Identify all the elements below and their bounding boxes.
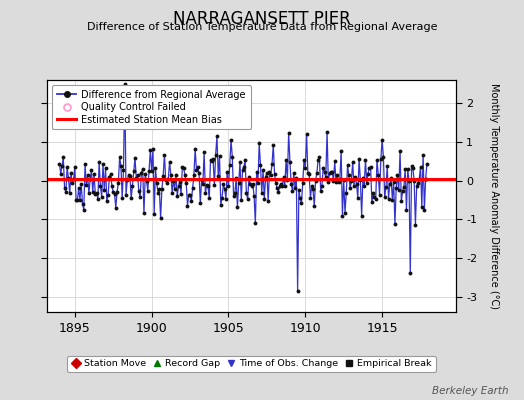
- Text: Difference of Station Temperature Data from Regional Average: Difference of Station Temperature Data f…: [87, 22, 437, 32]
- Text: NARRAGANSETT PIER: NARRAGANSETT PIER: [173, 10, 351, 28]
- Legend: Station Move, Record Gap, Time of Obs. Change, Empirical Break: Station Move, Record Gap, Time of Obs. C…: [68, 356, 435, 372]
- Y-axis label: Monthly Temperature Anomaly Difference (°C): Monthly Temperature Anomaly Difference (…: [488, 83, 498, 309]
- Text: Berkeley Earth: Berkeley Earth: [432, 386, 508, 396]
